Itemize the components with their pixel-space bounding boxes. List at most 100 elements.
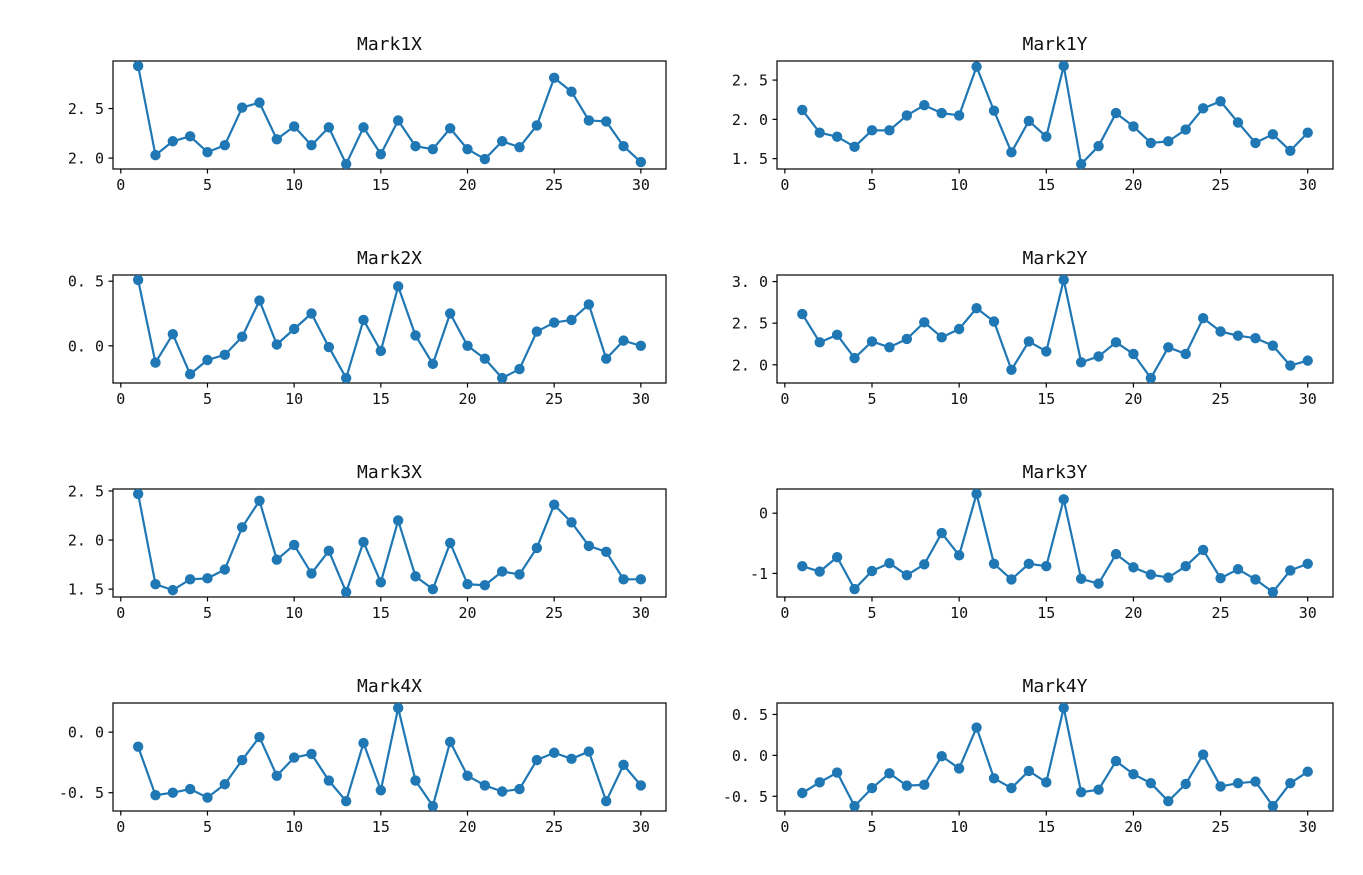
data-point [306,140,317,151]
y-tick-label: 2. 0 [68,150,104,168]
line-series [801,706,1309,808]
x-tick-label: 30 [1299,818,1317,836]
axes-frame [776,274,1334,384]
data-point [410,775,421,786]
x-tick-label: 15 [1037,176,1055,194]
data-point [427,143,439,155]
data-point [462,770,473,781]
data-point [618,141,629,152]
y-tick-label: 2. 5 [732,72,768,90]
data-point [410,141,421,152]
data-point [936,527,947,539]
data-point [236,331,248,342]
y-tick-label: 1. 5 [732,150,768,168]
data-point [797,104,808,116]
x-tick-label: 5 [867,604,876,622]
chart-title: Mark1Y [1022,34,1087,55]
data-point [1250,574,1261,585]
data-point [167,584,179,596]
data-point [1145,777,1157,789]
data-point [797,560,808,572]
x-tick-label: 20 [1124,604,1142,622]
data-point [254,295,265,306]
data-point [1215,326,1226,337]
data-point [884,342,895,353]
data-point [1285,777,1296,789]
chart-mark4x: Mark4X 0 5 10 15 20 25 30 -0. 5 0. 0 [59,676,667,836]
data-point [358,536,369,548]
data-point [496,136,508,147]
x-tick-label: 0 [116,604,125,622]
data-point [271,554,283,565]
data-point [566,86,577,97]
data-point [288,121,300,132]
x-tick-label: 20 [1124,818,1142,836]
x-tick-label: 30 [632,176,650,194]
y-tick-label: 0. 0 [68,724,104,742]
axes-frame [776,60,1334,170]
data-point [288,752,300,763]
data-point [1058,275,1069,286]
chart-title: Mark3X [357,462,422,483]
data-point [566,517,577,528]
data-point [531,326,543,337]
data-point [496,786,508,797]
data-point [392,115,404,126]
x-tick-label: 10 [285,818,303,836]
data-point [1075,573,1087,585]
data-point [1023,115,1035,127]
y-tick-label: 3. 0 [732,273,768,291]
data-point [866,336,878,347]
data-point [271,770,283,781]
data-point [988,105,1000,116]
axes-frame [112,488,667,598]
data-point [901,110,913,121]
data-point [1302,558,1313,569]
data-point [184,369,196,380]
data-point [1232,117,1244,128]
data-point [814,566,825,577]
x-tick-label: 5 [203,176,212,194]
data-point [167,328,179,340]
data-point [936,750,947,762]
data-point [618,574,629,585]
data-point [514,363,525,375]
data-point [132,61,144,72]
data-point [919,317,930,328]
data-point [132,489,144,500]
data-point [479,353,491,364]
data-point [444,308,456,319]
data-point [548,72,560,84]
data-point [1250,137,1261,149]
data-point [1302,766,1313,777]
data-point [797,787,808,799]
data-point [971,302,982,314]
chart-title: Mark4Y [1022,676,1087,697]
x-tick-label: 0 [116,818,125,836]
data-point [901,333,913,345]
data-point [132,275,144,286]
x-tick-label: 25 [545,390,563,408]
chart-title: Mark2Y [1022,248,1087,269]
axes-frame [776,488,1334,598]
data-point [1197,544,1209,556]
data-point [831,767,843,778]
data-point [1215,573,1226,584]
x-tick-label: 10 [285,176,303,194]
axes-frame [112,274,667,384]
data-point [1302,355,1313,366]
x-tick-label: 15 [1037,604,1055,622]
data-point [236,522,248,533]
data-point [849,352,860,364]
data-point [392,515,404,526]
data-point [375,148,387,160]
line-series [801,64,1309,166]
data-point [1267,800,1279,811]
data-point [410,571,421,582]
data-point [953,763,965,774]
data-point [866,565,878,577]
data-point [600,546,612,558]
data-point [988,773,1000,784]
data-point [323,775,335,786]
y-tick-label: 2. 0 [732,111,768,129]
